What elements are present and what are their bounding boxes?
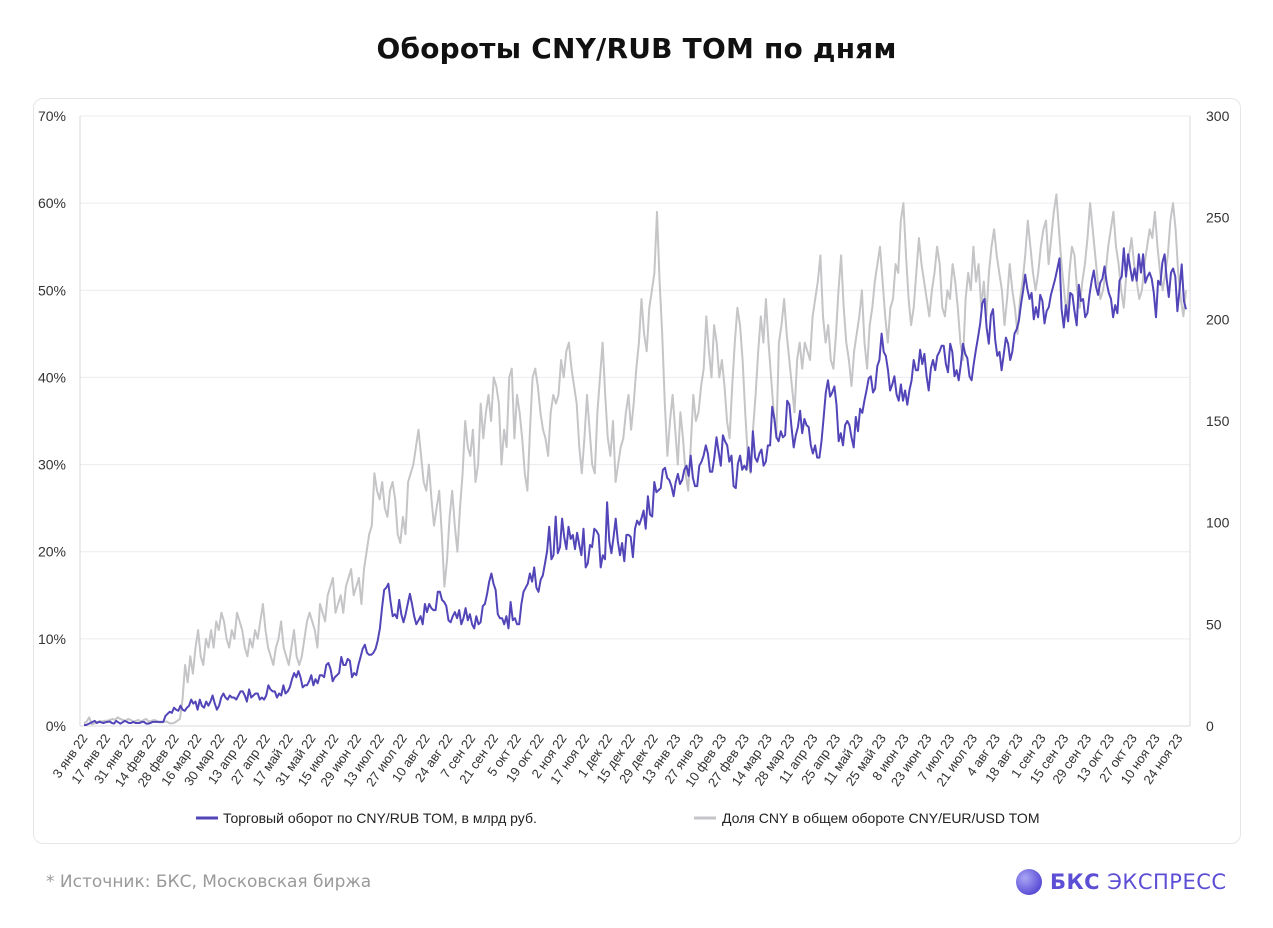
y-left-tick-label: 70% xyxy=(38,108,66,124)
y-right-tick-label: 200 xyxy=(1206,311,1230,327)
brand-name-rest: ЭКСПРЕСС xyxy=(1100,870,1227,894)
source-footnote: * Источник: БКС, Московская биржа xyxy=(46,872,372,892)
y-left-tick-label: 40% xyxy=(38,369,66,385)
legend-label-share: Доля CNY в общем обороте CNY/EUR/USD TOM xyxy=(722,810,1039,826)
y-left-tick-label: 50% xyxy=(38,282,66,298)
brand-name: БКС ЭКСПРЕСС xyxy=(1050,870,1227,894)
turnover-series-line xyxy=(84,247,1187,726)
y-left-tick-label: 60% xyxy=(38,195,66,211)
y-left-tick-label: 0% xyxy=(46,718,66,734)
brand-mark-icon xyxy=(1016,869,1042,895)
brand-name-bold: БКС xyxy=(1050,870,1101,894)
y-left-tick-label: 30% xyxy=(38,457,66,473)
y-left-tick-label: 10% xyxy=(38,631,66,647)
chart-title: Обороты CNY/RUB TOM по дням xyxy=(376,32,897,65)
brand-logo: БКС ЭКСПРЕСС xyxy=(1016,868,1227,896)
y-right-tick-label: 50 xyxy=(1206,616,1222,632)
share-series-line xyxy=(83,193,1187,726)
y-right-tick-label: 300 xyxy=(1206,108,1230,124)
y-right-tick-label: 150 xyxy=(1206,413,1230,429)
chart-panel xyxy=(33,98,1241,844)
y-right-tick-label: 250 xyxy=(1206,210,1230,226)
y-right-tick-label: 100 xyxy=(1206,515,1230,531)
y-left-tick-label: 20% xyxy=(38,544,66,560)
legend-label-turnover: Торговый оборот по CNY/RUB TOM, в млрд р… xyxy=(223,810,537,826)
y-right-tick-label: 0 xyxy=(1206,718,1214,734)
